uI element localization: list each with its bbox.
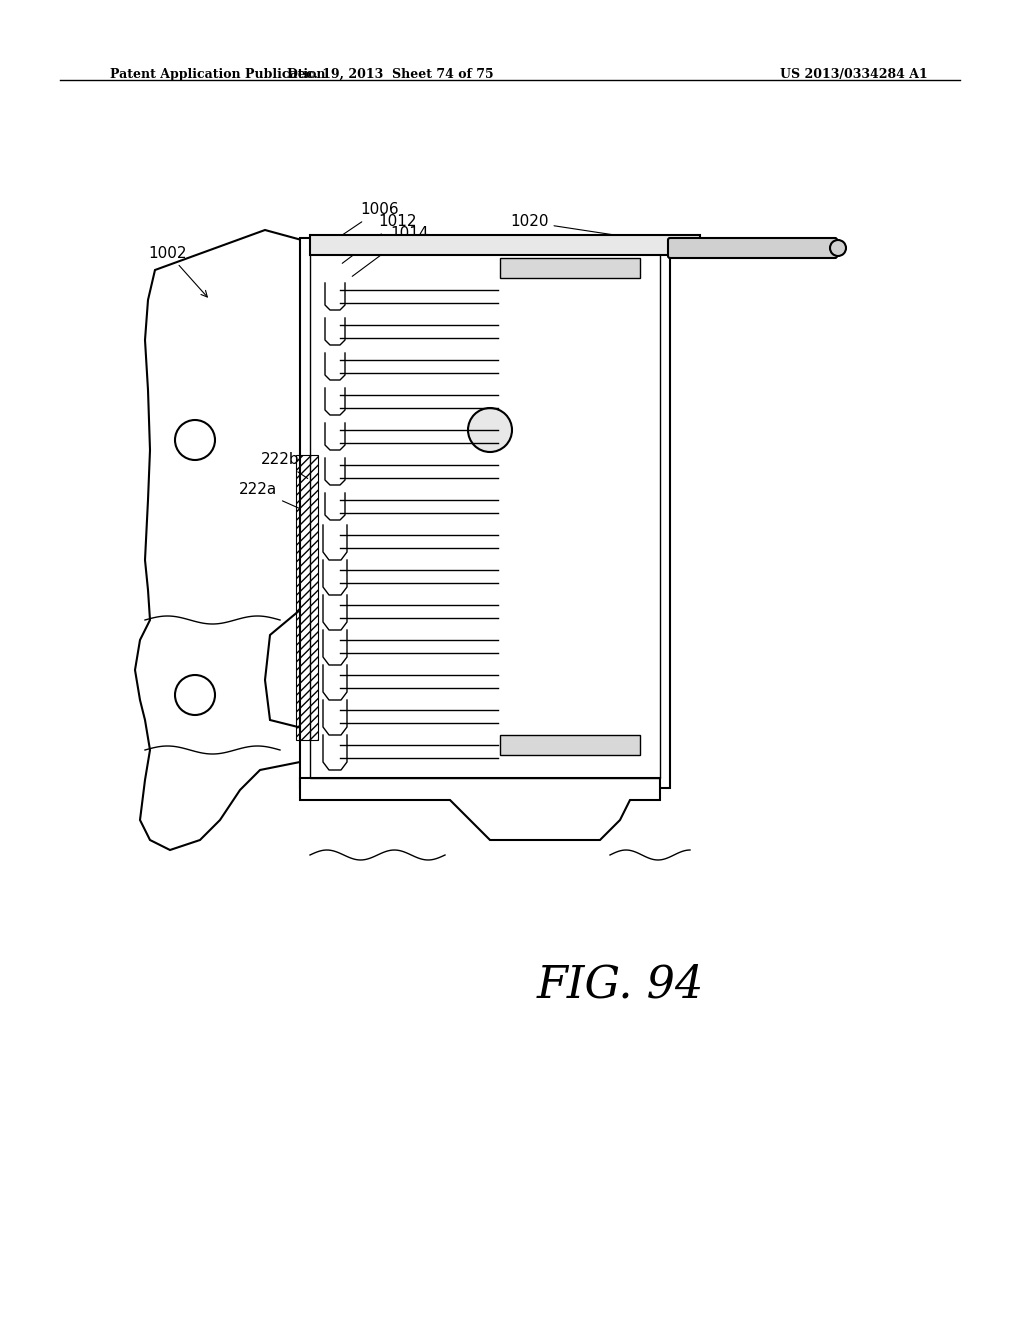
Polygon shape <box>500 735 640 755</box>
Text: 1006: 1006 <box>326 202 398 247</box>
Polygon shape <box>310 235 700 255</box>
Polygon shape <box>300 238 670 788</box>
Circle shape <box>830 240 846 256</box>
Polygon shape <box>300 777 660 840</box>
FancyBboxPatch shape <box>668 238 837 257</box>
Text: US 2013/0334284 A1: US 2013/0334284 A1 <box>780 69 928 81</box>
Text: FIG. 94: FIG. 94 <box>537 964 703 1007</box>
Text: 222b: 222b <box>261 453 307 478</box>
Text: Patent Application Publication: Patent Application Publication <box>110 69 326 81</box>
Text: 222a: 222a <box>239 483 300 510</box>
Text: Dec. 19, 2013  Sheet 74 of 75: Dec. 19, 2013 Sheet 74 of 75 <box>287 69 494 81</box>
Polygon shape <box>135 230 340 850</box>
Circle shape <box>468 408 512 451</box>
Text: 1014: 1014 <box>352 227 428 276</box>
Text: 1012: 1012 <box>342 214 417 263</box>
Polygon shape <box>500 257 640 279</box>
Text: 1002: 1002 <box>148 246 207 297</box>
Text: 1020: 1020 <box>510 214 697 248</box>
